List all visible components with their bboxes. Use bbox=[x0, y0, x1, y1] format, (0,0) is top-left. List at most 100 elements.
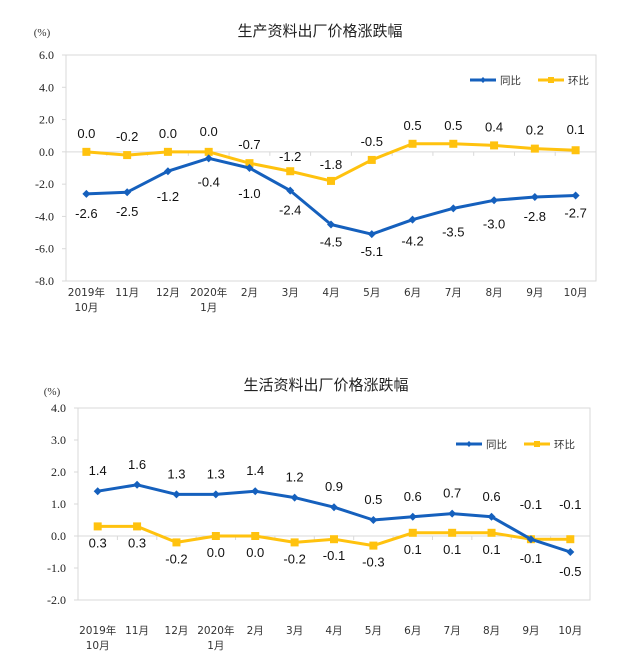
x-tick-label: 2020年 bbox=[190, 286, 227, 299]
data-label-yoy: 0.6 bbox=[404, 489, 422, 504]
data-label-mom: 0.5 bbox=[403, 118, 421, 133]
plot-area bbox=[65, 54, 597, 282]
y-unit-label: (%) bbox=[34, 27, 51, 39]
x-tick-label: 2020年 bbox=[197, 624, 234, 637]
data-point-mom bbox=[172, 538, 181, 547]
data-label-yoy: -1.2 bbox=[157, 189, 179, 204]
x-tick-label: 3月 bbox=[282, 287, 299, 299]
x-tick-label: 2月 bbox=[247, 625, 264, 637]
data-label-yoy: -3.5 bbox=[442, 224, 464, 239]
data-point-mom bbox=[490, 141, 499, 150]
data-label-yoy: -0.5 bbox=[559, 564, 581, 579]
data-label-yoy: 1.3 bbox=[167, 466, 185, 481]
data-label-yoy: 0.7 bbox=[443, 486, 461, 501]
data-point-yoy bbox=[448, 509, 457, 518]
legend-marker-mom bbox=[548, 77, 554, 83]
y-tick-label: -6.0 bbox=[35, 242, 54, 256]
x-tick-label: 5月 bbox=[363, 287, 380, 299]
data-label-mom: 0.1 bbox=[443, 542, 461, 557]
data-point-yoy bbox=[133, 480, 142, 489]
data-label-mom: -0.7 bbox=[238, 137, 260, 152]
data-label-yoy: 1.3 bbox=[207, 466, 225, 481]
data-label-yoy: -4.2 bbox=[401, 234, 423, 249]
legend-label-yoy: 同比 bbox=[500, 74, 521, 87]
data-label-mom: 0.1 bbox=[404, 542, 422, 557]
legend-marker-mom bbox=[534, 441, 540, 447]
data-point-yoy bbox=[408, 215, 417, 224]
data-label-mom: 0.2 bbox=[526, 123, 544, 138]
data-label-yoy: 1.2 bbox=[286, 470, 304, 485]
y-tick-label: 3.0 bbox=[51, 433, 66, 447]
legend-label-mom: 环比 bbox=[554, 438, 575, 451]
data-label-yoy: -2.7 bbox=[564, 205, 586, 220]
data-label-yoy: -2.4 bbox=[279, 203, 301, 218]
data-label-mom: 0.0 bbox=[246, 545, 264, 560]
data-label-mom: -1.8 bbox=[320, 157, 342, 172]
data-label-yoy: 0.5 bbox=[364, 492, 382, 507]
x-tick-label: 9月 bbox=[522, 625, 539, 637]
data-point-mom bbox=[408, 139, 417, 148]
legend-label-yoy: 同比 bbox=[486, 438, 507, 451]
data-point-mom bbox=[566, 535, 575, 544]
x-tick-label: 6月 bbox=[404, 287, 421, 299]
legend-marker-yoy bbox=[480, 77, 486, 83]
data-point-yoy bbox=[571, 191, 580, 200]
legend-marker-yoy bbox=[466, 441, 472, 447]
data-label-yoy: -2.8 bbox=[524, 209, 546, 224]
data-point-mom bbox=[123, 151, 132, 160]
data-label-yoy: -0.4 bbox=[197, 174, 219, 189]
x-tick-label: 8月 bbox=[485, 287, 502, 299]
data-label-mom: -0.1 bbox=[323, 548, 345, 563]
data-label-mom: 0.0 bbox=[77, 126, 95, 141]
x-tick-label: 2019年 bbox=[68, 286, 105, 299]
data-label-yoy: -2.5 bbox=[116, 204, 138, 219]
data-point-mom bbox=[251, 532, 260, 540]
data-point-mom bbox=[571, 146, 580, 155]
data-label-yoy: -0.1 bbox=[520, 497, 542, 512]
data-point-yoy bbox=[245, 164, 254, 172]
y-tick-label: 6.0 bbox=[39, 48, 54, 62]
x-tick-label: 1月 bbox=[207, 640, 224, 652]
chart-title: 生活资料出厂价格涨跌幅 bbox=[243, 376, 408, 394]
y-tick-label: -8.0 bbox=[35, 274, 54, 288]
data-point-yoy bbox=[327, 220, 335, 229]
data-label-mom: 0.0 bbox=[200, 124, 218, 139]
y-tick-label: 2.0 bbox=[39, 113, 54, 127]
y-tick-label: -2.0 bbox=[35, 177, 54, 191]
data-point-mom bbox=[448, 528, 457, 537]
data-point-yoy bbox=[204, 154, 213, 163]
y-tick-label: 1.0 bbox=[51, 497, 66, 511]
data-label-mom: -0.5 bbox=[361, 134, 383, 149]
data-label-mom: 0.1 bbox=[482, 542, 500, 557]
x-tick-label: 4月 bbox=[322, 287, 339, 299]
x-tick-label: 8月 bbox=[483, 625, 500, 637]
data-label-yoy: -2.6 bbox=[75, 206, 97, 221]
data-point-yoy bbox=[330, 503, 338, 512]
data-label-mom: 0.3 bbox=[89, 535, 107, 550]
data-point-yoy bbox=[487, 512, 496, 521]
y-tick-label: -4.0 bbox=[35, 209, 54, 223]
data-label-mom: -0.2 bbox=[165, 551, 187, 566]
x-tick-label: 5月 bbox=[365, 625, 382, 637]
data-point-mom bbox=[487, 528, 496, 537]
data-point-mom bbox=[290, 538, 299, 547]
x-tick-label: 2019年 bbox=[79, 624, 116, 637]
data-point-mom bbox=[163, 147, 172, 156]
x-tick-label: 4月 bbox=[325, 625, 342, 637]
data-label-yoy: 0.6 bbox=[482, 489, 500, 504]
data-point-yoy bbox=[286, 186, 295, 195]
chart-title: 生产资料出厂价格涨跌幅 bbox=[237, 22, 402, 40]
x-tick-label: 11月 bbox=[115, 287, 139, 299]
data-label-mom: 0.0 bbox=[207, 545, 225, 560]
data-point-yoy bbox=[369, 516, 378, 524]
y-tick-label: 0.0 bbox=[39, 145, 54, 159]
x-tick-label: 10月 bbox=[86, 640, 110, 652]
data-point-yoy bbox=[566, 548, 575, 556]
y-tick-label: 4.0 bbox=[51, 401, 66, 415]
data-point-yoy bbox=[163, 167, 172, 176]
x-tick-label: 10月 bbox=[564, 287, 588, 299]
data-point-yoy bbox=[123, 188, 132, 197]
y-tick-label: 2.0 bbox=[51, 465, 66, 479]
data-label-yoy: 1.6 bbox=[128, 457, 146, 472]
